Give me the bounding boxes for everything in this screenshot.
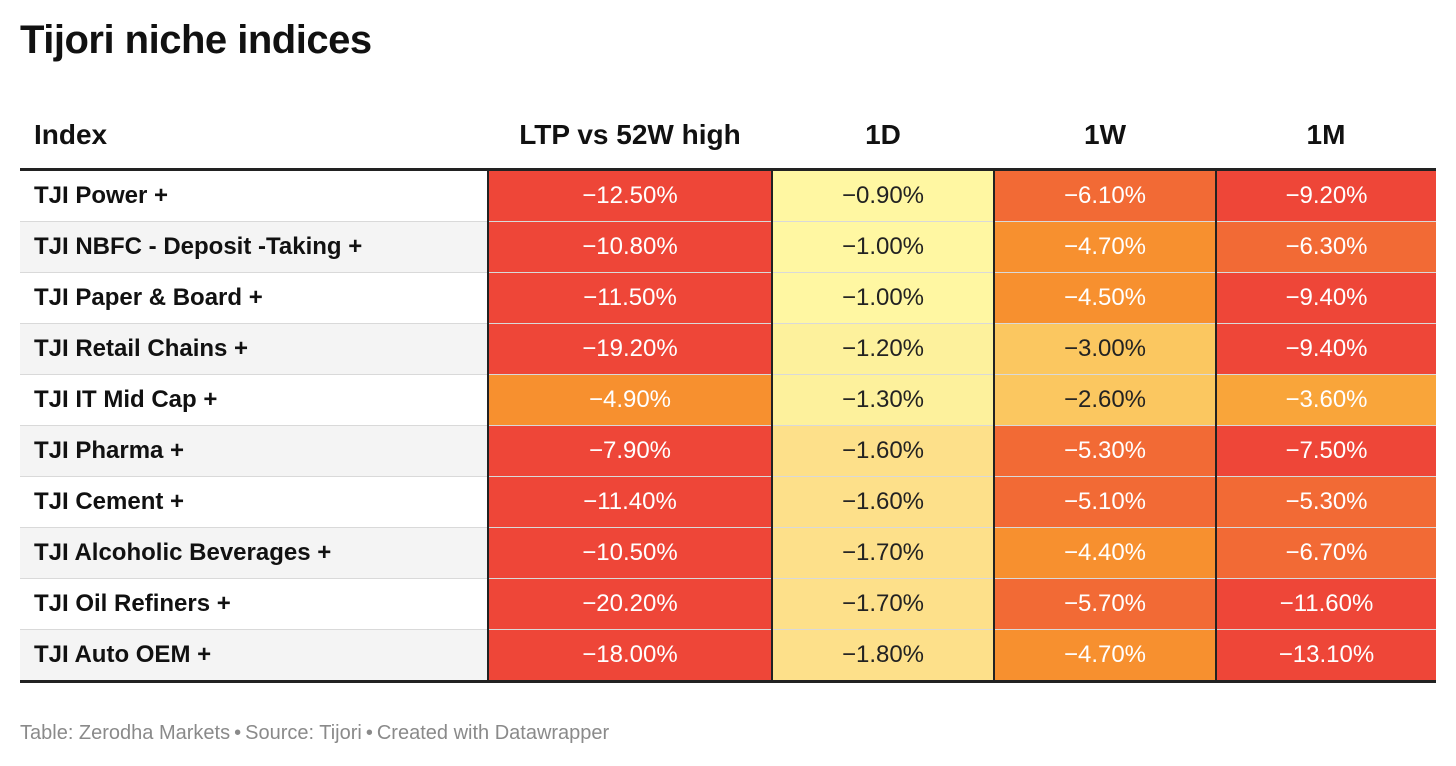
1w-cell: −5.10% <box>993 476 1216 528</box>
footer-source: Source: Tijori <box>245 722 362 744</box>
index-name-cell: TJI Retail Chains + <box>20 323 488 375</box>
ltp-vs-52w-high-cell: −10.50% <box>487 527 772 579</box>
1m-cell: −13.10% <box>1215 629 1436 683</box>
index-name-cell: TJI Power + <box>20 169 488 222</box>
ltp-vs-52w-high-cell: −18.00% <box>487 629 772 683</box>
footer-credit: Table: Zerodha Markets <box>20 722 231 744</box>
footer-separator: • <box>234 722 242 744</box>
header-1w: 1W <box>994 102 1216 171</box>
1d-cell: −1.70% <box>771 527 994 579</box>
1d-cell: −1.80% <box>771 629 994 683</box>
ltp-vs-52w-high-cell: −11.50% <box>487 272 772 324</box>
table-title: Tijori niche indices <box>20 18 372 62</box>
1w-cell: −5.30% <box>993 425 1216 477</box>
header-row: Index LTP vs 52W high 1D 1W 1M <box>20 102 1436 171</box>
1w-cell: −6.10% <box>993 169 1216 222</box>
1d-cell: −1.20% <box>771 323 994 375</box>
footer-created-with: Created with Datawrapper <box>376 722 610 744</box>
ltp-vs-52w-high-cell: −10.80% <box>487 221 772 273</box>
index-name-cell: TJI Paper & Board + <box>20 272 488 324</box>
1m-cell: −9.20% <box>1215 169 1436 222</box>
index-name-cell: TJI NBFC - Deposit -Taking + <box>20 221 488 273</box>
table-row: TJI Power + −12.50% −0.90% −6.10% −9.20% <box>20 169 1436 222</box>
1m-cell: −3.60% <box>1215 374 1436 426</box>
indices-table: Index LTP vs 52W high 1D 1W 1M TJI Power… <box>20 102 1436 683</box>
header-1m: 1M <box>1216 102 1436 171</box>
ltp-vs-52w-high-cell: −11.40% <box>487 476 772 528</box>
ltp-vs-52w-high-cell: −19.20% <box>487 323 772 375</box>
index-name-cell: TJI Pharma + <box>20 425 488 477</box>
ltp-vs-52w-high-cell: −12.50% <box>487 169 772 222</box>
footer-separator: • <box>365 722 373 744</box>
ltp-vs-52w-high-cell: −20.20% <box>487 578 772 630</box>
index-name-cell: TJI Oil Refiners + <box>20 578 488 630</box>
1d-cell: −1.00% <box>771 221 994 273</box>
1m-cell: −11.60% <box>1215 578 1436 630</box>
1d-cell: −1.60% <box>771 476 994 528</box>
1w-cell: −3.00% <box>993 323 1216 375</box>
table-row: TJI NBFC - Deposit -Taking + −10.80% −1.00… <box>20 221 1436 273</box>
index-name-cell: TJI IT Mid Cap + <box>20 374 488 426</box>
1w-cell: −2.60% <box>993 374 1216 426</box>
table-row: TJI Pharma + −7.90% −1.60% −5.30% −7.50% <box>20 425 1436 477</box>
1m-cell: −5.30% <box>1215 476 1436 528</box>
1w-cell: −5.70% <box>993 578 1216 630</box>
1m-cell: −6.70% <box>1215 527 1436 579</box>
1m-cell: −7.50% <box>1215 425 1436 477</box>
header-index: Index <box>20 102 488 171</box>
table-row: TJI Alcoholic Beverages + −10.50% −1.70% −4… <box>20 527 1436 579</box>
header-ltp-vs-52w-high: LTP vs 52W high <box>488 102 772 171</box>
table-body: TJI Power + −12.50% −0.90% −6.10% −9.20% TJI … <box>20 169 1436 683</box>
index-name-cell: TJI Auto OEM + <box>20 629 488 683</box>
ltp-vs-52w-high-cell: −7.90% <box>487 425 772 477</box>
1d-cell: −1.30% <box>771 374 994 426</box>
table-row: TJI Paper & Board + −11.50% −1.00% −4.50% −9… <box>20 272 1436 324</box>
index-name-cell: TJI Alcoholic Beverages + <box>20 527 488 579</box>
1d-cell: −1.00% <box>771 272 994 324</box>
index-name-cell: TJI Cement + <box>20 476 488 528</box>
table-row: TJI IT Mid Cap + −4.90% −1.30% −2.60% −3.60% <box>20 374 1436 426</box>
table-row: TJI Oil Refiners + −20.20% −1.70% −5.70% −11… <box>20 578 1436 630</box>
header-1d: 1D <box>772 102 994 171</box>
1w-cell: −4.50% <box>993 272 1216 324</box>
1d-cell: −1.70% <box>771 578 994 630</box>
1w-cell: −4.70% <box>993 629 1216 683</box>
table-row: TJI Auto OEM + −18.00% −1.80% −4.70% −13.10% <box>20 629 1436 683</box>
1w-cell: −4.70% <box>993 221 1216 273</box>
table-row: TJI Cement + −11.40% −1.60% −5.10% −5.30% <box>20 476 1436 528</box>
footer: Table: Zerodha Markets • Source: Tijori • Cr… <box>20 722 609 745</box>
1m-cell: −9.40% <box>1215 272 1436 324</box>
1d-cell: −0.90% <box>771 169 994 222</box>
1m-cell: −6.30% <box>1215 221 1436 273</box>
1w-cell: −4.40% <box>993 527 1216 579</box>
1d-cell: −1.60% <box>771 425 994 477</box>
ltp-vs-52w-high-cell: −4.90% <box>487 374 772 426</box>
table-row: TJI Retail Chains + −19.20% −1.20% −3.00% −9… <box>20 323 1436 375</box>
1m-cell: −9.40% <box>1215 323 1436 375</box>
